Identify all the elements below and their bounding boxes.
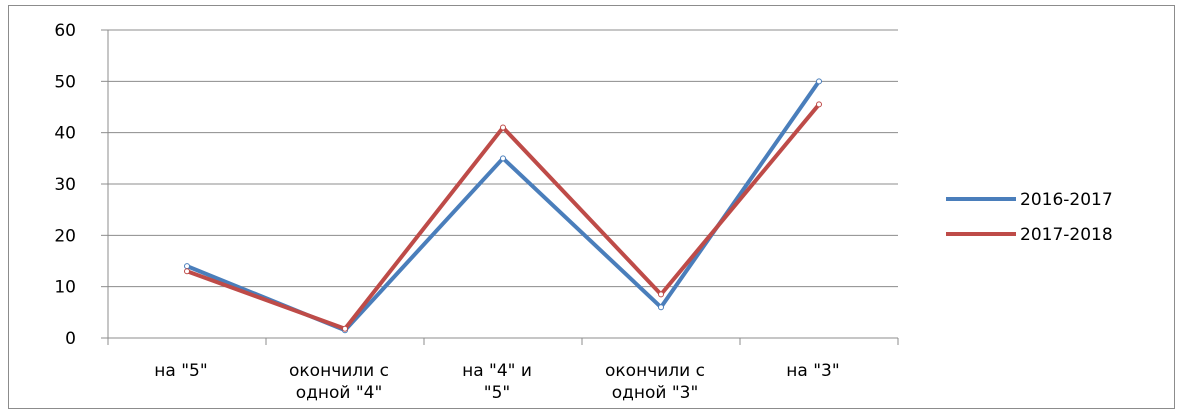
x-category-label: на "3" bbox=[786, 361, 839, 381]
x-category-label: на "5" bbox=[154, 361, 207, 381]
y-axis-tick-labels: 0 10 20 30 40 50 60 bbox=[54, 21, 76, 349]
x-category-label-line: окончили с bbox=[289, 361, 389, 381]
data-point bbox=[184, 268, 190, 275]
data-point bbox=[184, 263, 190, 270]
x-axis-category-labels: на "5" окончили с одной "4"на "4" и "5"окон… bbox=[154, 361, 839, 403]
data-point bbox=[342, 325, 348, 332]
legend-label: 2016-2017 bbox=[1020, 190, 1113, 210]
data-point bbox=[500, 124, 506, 131]
y-tick-label: 0 bbox=[65, 329, 76, 349]
x-category-label: окончили с одной "3" bbox=[605, 361, 705, 403]
x-category-label: окончили с одной "4" bbox=[289, 361, 389, 403]
axes bbox=[101, 29, 899, 345]
x-category-label-line: одной "4" bbox=[296, 383, 383, 403]
x-category-label-line: на "3" bbox=[786, 361, 839, 381]
data-point bbox=[500, 155, 506, 162]
series-lines bbox=[184, 78, 822, 334]
x-category-label-line: на "5" bbox=[154, 361, 207, 381]
y-tick-label: 40 bbox=[54, 124, 76, 144]
x-category-label-line: "5" bbox=[484, 383, 510, 403]
x-category-label-line: окончили с bbox=[605, 361, 705, 381]
x-category-label-line: на "4" и bbox=[462, 361, 532, 381]
y-tick-label: 60 bbox=[54, 21, 76, 41]
chart-frame bbox=[8, 5, 1175, 409]
legend: 2016-2017 2017-2018 bbox=[946, 190, 1113, 245]
y-tick-label: 50 bbox=[54, 72, 76, 92]
data-point bbox=[816, 101, 822, 108]
x-category-label-line: одной "3" bbox=[612, 383, 699, 403]
series-line-2016-2017 bbox=[186, 80, 821, 333]
legend-label: 2017-2018 bbox=[1020, 225, 1113, 245]
data-point bbox=[658, 291, 664, 298]
y-tick-label: 10 bbox=[54, 278, 76, 298]
y-tick-label: 30 bbox=[54, 175, 76, 195]
data-point bbox=[816, 78, 822, 85]
series-line-2017-2018 bbox=[186, 103, 821, 332]
x-category-label: на "4" и "5" bbox=[462, 361, 532, 403]
data-point bbox=[658, 304, 664, 311]
y-tick-label: 20 bbox=[54, 226, 76, 246]
